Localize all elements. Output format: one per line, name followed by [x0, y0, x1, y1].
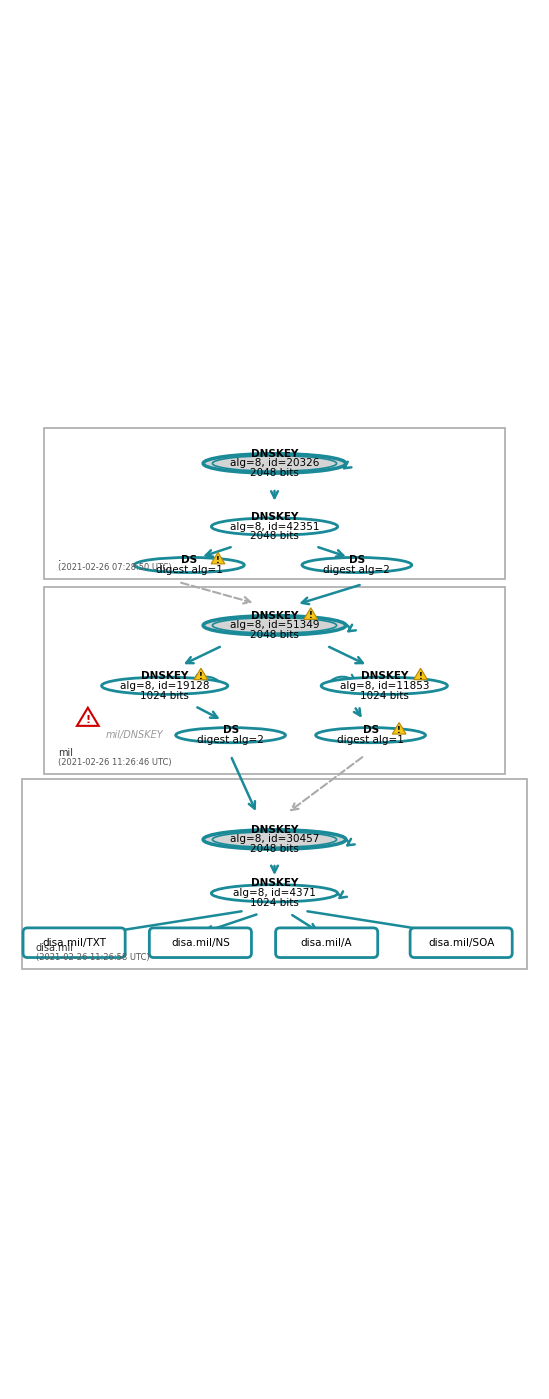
Text: alg=8, id=42351: alg=8, id=42351 [229, 522, 320, 532]
Text: DNSKEY: DNSKEY [251, 879, 298, 888]
FancyBboxPatch shape [410, 928, 512, 957]
Text: 2048 bits: 2048 bits [250, 631, 299, 641]
FancyBboxPatch shape [276, 928, 378, 957]
Text: digest alg=1: digest alg=1 [156, 565, 223, 575]
Text: alg=8, id=4371: alg=8, id=4371 [233, 888, 316, 898]
Text: alg=8, id=11853: alg=8, id=11853 [339, 681, 429, 691]
Text: 2048 bits: 2048 bits [250, 845, 299, 855]
Text: DNSKEY: DNSKEY [251, 512, 298, 522]
Text: .: . [58, 554, 61, 564]
Text: DNSKEY: DNSKEY [141, 672, 188, 681]
FancyBboxPatch shape [23, 928, 125, 957]
Polygon shape [211, 553, 225, 564]
Ellipse shape [135, 557, 244, 572]
Text: DNSKEY: DNSKEY [251, 824, 298, 835]
Ellipse shape [176, 727, 285, 743]
Text: mil/DNSKEY: mil/DNSKEY [105, 730, 163, 740]
Text: DNSKEY: DNSKEY [361, 672, 408, 681]
Text: DS: DS [349, 555, 365, 565]
Polygon shape [413, 669, 428, 680]
Text: (2021-02-26 11:26:46 UTC): (2021-02-26 11:26:46 UTC) [58, 758, 171, 767]
Text: !: ! [216, 555, 220, 565]
Ellipse shape [302, 557, 412, 572]
Ellipse shape [203, 616, 346, 635]
Text: disa.mil/TXT: disa.mil/TXT [42, 937, 106, 947]
Polygon shape [194, 669, 208, 680]
Text: alg=8, id=51349: alg=8, id=51349 [229, 620, 320, 631]
Text: !: ! [418, 672, 423, 681]
Text: digest alg=2: digest alg=2 [197, 734, 264, 746]
Text: 2048 bits: 2048 bits [250, 532, 299, 541]
Text: 1024 bits: 1024 bits [250, 898, 299, 908]
Ellipse shape [211, 518, 338, 536]
Text: (2021-02-26 11:26:58 UTC): (2021-02-26 11:26:58 UTC) [36, 953, 149, 963]
Text: disa.mil/A: disa.mil/A [301, 937, 352, 947]
Text: 2048 bits: 2048 bits [250, 469, 299, 478]
Text: alg=8, id=30457: alg=8, id=30457 [230, 834, 319, 845]
FancyBboxPatch shape [44, 428, 505, 579]
Text: DS: DS [181, 555, 198, 565]
Polygon shape [77, 708, 99, 726]
Text: alg=8, id=20326: alg=8, id=20326 [230, 459, 319, 469]
Text: mil: mil [58, 748, 72, 758]
FancyBboxPatch shape [44, 588, 505, 774]
Ellipse shape [203, 830, 346, 849]
Text: disa.mil/SOA: disa.mil/SOA [428, 937, 494, 947]
Text: .: . [58, 554, 60, 564]
Text: digest alg=1: digest alg=1 [337, 734, 404, 746]
Text: DNSKEY: DNSKEY [251, 449, 298, 459]
FancyBboxPatch shape [149, 928, 251, 957]
Text: DS: DS [362, 725, 379, 736]
Text: !: ! [85, 715, 91, 726]
Text: (2021-02-26 07:28:50 UTC): (2021-02-26 07:28:50 UTC) [58, 564, 171, 572]
Text: !: ! [309, 611, 313, 620]
Text: digest alg=2: digest alg=2 [323, 565, 390, 575]
Text: !: ! [199, 672, 203, 681]
Polygon shape [392, 722, 406, 734]
Text: DNSKEY: DNSKEY [251, 610, 298, 621]
Polygon shape [304, 607, 318, 620]
Text: 1024 bits: 1024 bits [360, 691, 409, 701]
Text: DS: DS [222, 725, 239, 736]
Ellipse shape [316, 727, 425, 743]
Ellipse shape [211, 884, 338, 902]
FancyBboxPatch shape [22, 779, 527, 968]
Text: alg=8, id=19128: alg=8, id=19128 [120, 681, 210, 691]
Ellipse shape [321, 677, 447, 694]
Ellipse shape [203, 453, 346, 473]
Text: !: ! [397, 726, 401, 734]
Text: 1024 bits: 1024 bits [140, 691, 189, 701]
Ellipse shape [102, 677, 228, 694]
Text: disa.mil: disa.mil [36, 943, 74, 953]
Text: disa.mil/NS: disa.mil/NS [171, 937, 230, 947]
